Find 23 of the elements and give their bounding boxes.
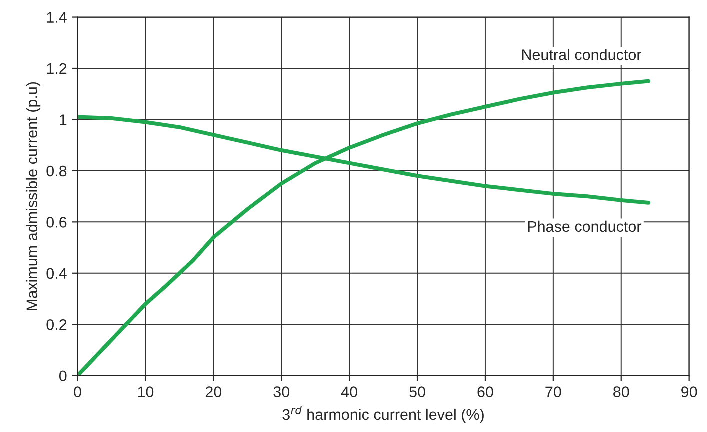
y-tick-label: 0.6: [46, 217, 67, 228]
y-tick-label: 0.4: [46, 268, 67, 280]
y-tick-label: 1.2: [47, 63, 67, 74]
x-tick-label: 80: [614, 386, 630, 398]
x-tick-label: 60: [478, 386, 494, 398]
line-series: [78, 79, 650, 376]
y-tick-label: 0: [59, 370, 67, 382]
y-axis-title: Maximum admissible current (p.u): [26, 82, 41, 310]
series-label: Phase conductor: [528, 220, 642, 232]
x-tick-label: 40: [341, 386, 358, 398]
x-tick-label: 0: [74, 386, 82, 398]
x-tick-label: 70: [546, 386, 562, 398]
x-tick-label: 50: [410, 386, 426, 398]
x-tick-label: 20: [206, 386, 222, 398]
y-tick-label: 1: [60, 114, 67, 126]
x-tick-label: 90: [682, 386, 698, 398]
series-label: Neutral conductor: [522, 49, 642, 60]
y-tick-label: 0.8: [46, 166, 67, 177]
y-tick-label: 0.2: [46, 319, 67, 330]
x-tick-label: 10: [138, 386, 154, 398]
x-tick-label: 30: [274, 386, 290, 398]
y-tick-label: 1.4: [47, 12, 67, 23]
x-axis-title: 3$^{rd}$ harmonic current level (%): [282, 406, 484, 424]
